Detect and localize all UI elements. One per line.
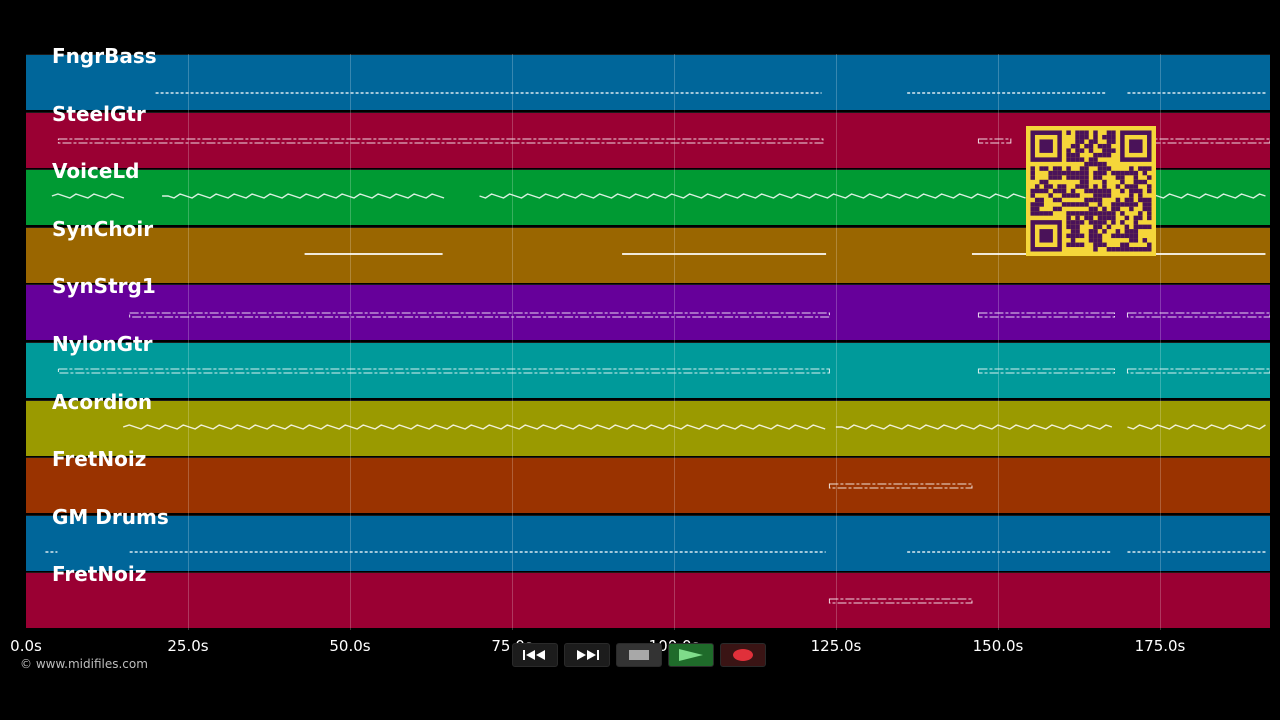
time-tick-label: 125.0s bbox=[810, 637, 862, 655]
note-segment bbox=[977, 138, 1012, 144]
time-tick-label: 50.0s bbox=[329, 637, 371, 655]
fast-forward-icon bbox=[577, 650, 599, 660]
note-segment bbox=[977, 368, 1115, 374]
track-name: SynStrg1 bbox=[52, 274, 156, 299]
track-lane: SynStrg1 bbox=[26, 274, 1270, 341]
fast-forward-button[interactable] bbox=[564, 643, 610, 667]
rewind-button[interactable] bbox=[512, 643, 558, 667]
note-segment bbox=[57, 138, 824, 144]
time-tick-label: 175.0s bbox=[1134, 637, 1186, 655]
transport-controls bbox=[512, 643, 766, 669]
track-name: Acordion bbox=[52, 389, 153, 414]
time-tick-label: 0.0s bbox=[10, 637, 42, 655]
note-segment bbox=[479, 193, 1026, 199]
note-pattern bbox=[828, 483, 973, 489]
track-name: FretNoiz bbox=[52, 447, 147, 472]
track-name: FretNoiz bbox=[52, 562, 147, 587]
time-tick-label: 25.0s bbox=[167, 637, 209, 655]
record-button[interactable] bbox=[720, 643, 766, 667]
note-segment bbox=[1126, 312, 1270, 318]
track-name: SynChoir bbox=[52, 216, 154, 241]
note-segment bbox=[162, 193, 445, 199]
note-pattern bbox=[122, 423, 1266, 430]
note-pattern bbox=[155, 92, 1266, 94]
play-icon bbox=[679, 649, 703, 661]
note-segment bbox=[1127, 423, 1266, 430]
track-lane: NylonGtr bbox=[26, 332, 1270, 398]
track-lane: FretNoiz bbox=[26, 562, 1270, 629]
note-segment bbox=[122, 423, 826, 430]
track-lane: FretNoiz bbox=[26, 447, 1270, 514]
note-pattern bbox=[51, 193, 1266, 199]
note-segment bbox=[51, 193, 125, 199]
note-pattern bbox=[45, 551, 1266, 553]
copyright-text: © www.midifiles.com bbox=[20, 657, 148, 671]
track-name: GM Drums bbox=[52, 504, 169, 529]
qr-code-image bbox=[1026, 126, 1156, 256]
track-name: SteelGtr bbox=[52, 101, 146, 126]
note-segment bbox=[1126, 368, 1270, 374]
note-segment bbox=[129, 312, 830, 318]
track-name: NylonGtr bbox=[52, 332, 153, 356]
track-lane: Acordion bbox=[26, 390, 1270, 456]
note-segment bbox=[835, 423, 1113, 430]
note-segment bbox=[828, 483, 973, 489]
time-axis: 0.0s25.0s50.0s75.0s100.0s125.0s150.0s175… bbox=[0, 634, 1280, 660]
stop-icon bbox=[629, 650, 649, 660]
track-lane: GM Drums bbox=[26, 505, 1270, 571]
record-icon bbox=[733, 649, 753, 661]
note-pattern bbox=[828, 598, 973, 604]
stop-button[interactable] bbox=[616, 643, 662, 667]
note-segment bbox=[828, 598, 973, 604]
note-pattern bbox=[57, 368, 1270, 374]
track-lane: FngrBass bbox=[26, 44, 1270, 110]
time-tick-label: 150.0s bbox=[972, 637, 1024, 655]
note-segment bbox=[977, 312, 1115, 318]
play-button[interactable] bbox=[668, 643, 714, 667]
note-pattern bbox=[129, 312, 1270, 318]
track-name: VoiceLd bbox=[52, 159, 140, 184]
rewind-icon bbox=[523, 650, 545, 660]
note-segment bbox=[57, 368, 830, 374]
track-name: FngrBass bbox=[52, 44, 157, 68]
